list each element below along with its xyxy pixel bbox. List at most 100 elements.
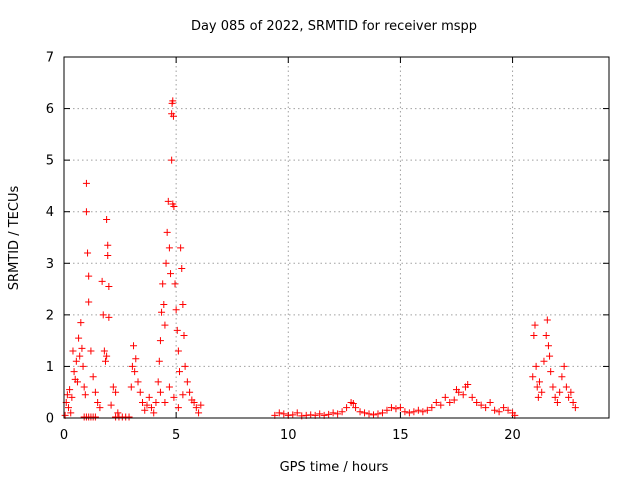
data-point xyxy=(414,406,422,414)
data-point xyxy=(178,264,186,272)
data-point xyxy=(531,321,539,329)
data-point xyxy=(79,362,87,370)
data-points xyxy=(61,97,579,421)
data-point xyxy=(161,321,169,329)
data-point xyxy=(534,393,542,401)
data-point xyxy=(546,352,554,360)
data-point xyxy=(280,410,288,418)
data-point xyxy=(105,282,113,290)
data-point xyxy=(172,306,180,314)
data-point xyxy=(190,399,198,407)
data-point xyxy=(91,413,99,421)
data-point xyxy=(383,406,391,414)
data-point xyxy=(365,410,373,418)
data-point xyxy=(553,399,561,407)
data-point xyxy=(64,404,72,412)
y-tick-label: 6 xyxy=(46,102,54,117)
data-point xyxy=(91,388,99,396)
y-tick-label: 7 xyxy=(46,51,54,66)
data-point xyxy=(567,388,575,396)
data-point xyxy=(556,388,564,396)
data-point xyxy=(155,357,163,365)
data-point xyxy=(396,404,404,412)
data-point xyxy=(177,244,185,252)
data-point xyxy=(482,404,490,412)
data-point xyxy=(63,391,71,399)
data-point xyxy=(170,203,178,211)
data-point xyxy=(68,393,76,401)
data-point xyxy=(141,406,149,414)
data-point xyxy=(495,408,503,416)
data-point xyxy=(167,270,175,278)
data-point xyxy=(370,411,378,419)
data-point xyxy=(540,357,548,365)
data-point xyxy=(562,383,570,391)
data-point xyxy=(535,378,543,386)
y-tick-label: 4 xyxy=(46,205,54,220)
data-point xyxy=(82,179,90,187)
data-point xyxy=(138,399,146,407)
data-point xyxy=(103,352,111,360)
x-tick-label: 20 xyxy=(504,428,521,443)
data-point xyxy=(127,383,135,391)
y-tick-label: 5 xyxy=(46,154,54,169)
data-point xyxy=(163,228,171,236)
data-point xyxy=(307,411,315,419)
data-point xyxy=(446,399,454,407)
data-point xyxy=(145,393,153,401)
data-point xyxy=(186,388,194,396)
y-axis-label: SRMTID / TECUs xyxy=(7,186,22,291)
data-point xyxy=(152,399,160,407)
data-point xyxy=(293,409,301,417)
data-point xyxy=(168,156,176,164)
data-point xyxy=(428,404,436,412)
data-point xyxy=(392,405,400,413)
y-tick-label: 1 xyxy=(46,360,54,375)
data-point xyxy=(67,409,75,417)
data-point xyxy=(147,404,155,412)
data-point xyxy=(195,409,203,417)
data-point xyxy=(549,383,557,391)
data-point xyxy=(551,393,559,401)
data-point xyxy=(432,399,440,407)
data-point xyxy=(156,337,164,345)
data-point xyxy=(560,362,568,370)
data-point xyxy=(334,410,342,418)
data-point xyxy=(160,301,168,309)
data-point xyxy=(158,308,166,316)
data-point xyxy=(84,249,92,257)
data-point xyxy=(107,401,115,409)
y-tick-label: 3 xyxy=(46,257,54,272)
data-point xyxy=(66,386,74,394)
data-point xyxy=(165,383,173,391)
data-point xyxy=(128,362,136,370)
data-point xyxy=(112,388,120,396)
tick-layer: 0 1 2 3 4 5 6 7 0 5 10 15 20 xyxy=(46,51,609,443)
y-tick-label: 0 xyxy=(46,412,54,427)
data-point xyxy=(329,409,337,417)
data-point xyxy=(486,399,494,407)
data-point xyxy=(558,373,566,381)
data-point xyxy=(77,319,85,327)
data-point xyxy=(437,401,445,409)
data-point xyxy=(94,399,102,407)
data-point xyxy=(89,373,97,381)
data-point xyxy=(143,401,151,409)
x-tick-label: 5 xyxy=(172,428,180,443)
data-point xyxy=(569,399,577,407)
data-point xyxy=(571,404,579,412)
data-point xyxy=(134,378,142,386)
data-point xyxy=(104,241,112,249)
data-point xyxy=(164,197,172,205)
data-point xyxy=(423,406,431,414)
data-point xyxy=(405,409,413,417)
data-point xyxy=(179,391,187,399)
data-point xyxy=(197,401,205,409)
data-point xyxy=(114,409,122,417)
data-point xyxy=(349,400,357,408)
data-point xyxy=(165,244,173,252)
data-point xyxy=(387,404,395,412)
data-point xyxy=(533,383,541,391)
data-point xyxy=(179,301,187,309)
